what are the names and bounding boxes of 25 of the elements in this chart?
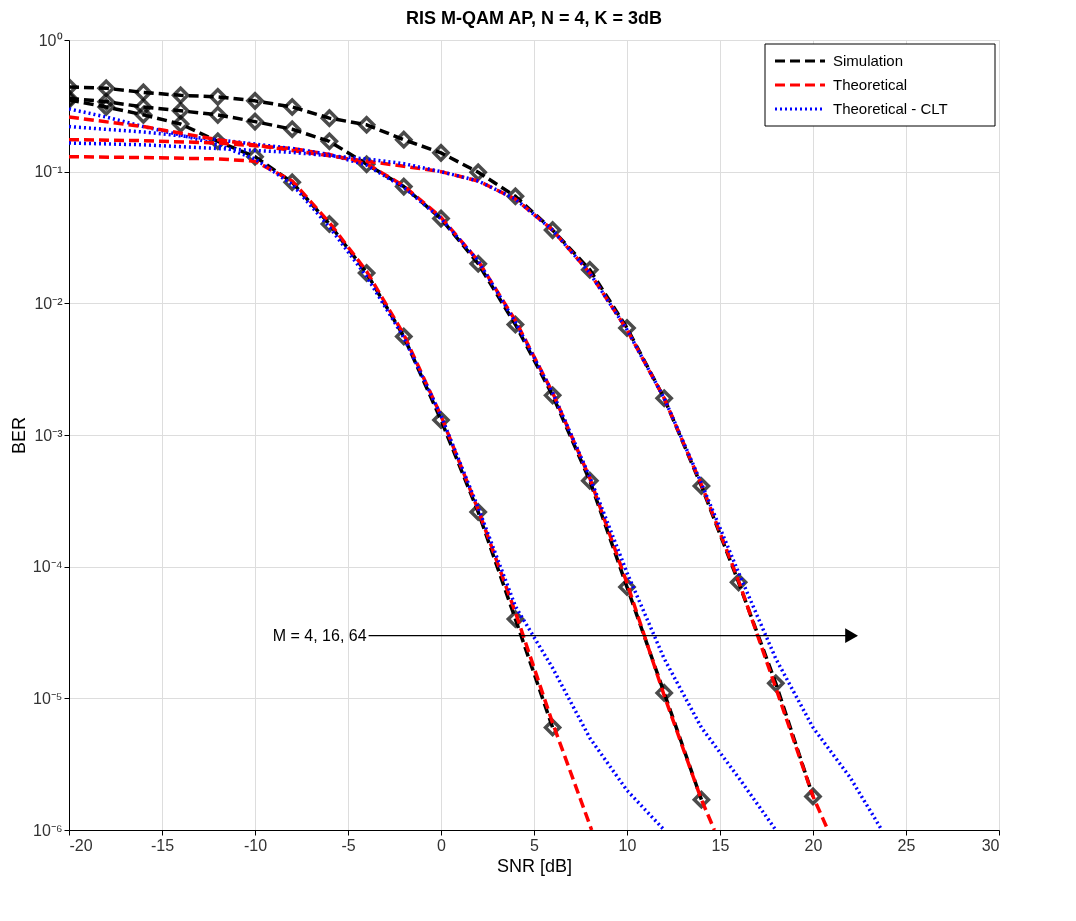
x-tick-label: -15 <box>150 836 175 854</box>
x-tick-label: 25 <box>897 836 916 854</box>
x-tick-label: -20 <box>69 836 93 854</box>
legend-label: Theoretical - CLT <box>833 100 948 117</box>
x-tick-label: 20 <box>804 836 823 854</box>
y-tick-label: 10⁻⁵ <box>33 689 63 707</box>
legend-label: Simulation <box>833 52 904 69</box>
x-tick-label: -10 <box>243 836 268 854</box>
y-tick-label: 10⁻² <box>34 294 64 312</box>
y-tick-label: 10⁰ <box>38 31 63 49</box>
x-tick-label: -5 <box>341 836 356 854</box>
y-tick-label: 10⁻⁴ <box>32 558 63 576</box>
y-axis-title: BER <box>8 416 29 455</box>
annotation: M = 4, 16, 64 <box>272 626 367 644</box>
x-axis-title: SNR [dB] <box>496 855 573 876</box>
legend-label: Theoretical <box>833 76 908 93</box>
chart-title: RIS M-QAM AP, N = 4, K = 3dB <box>405 8 663 28</box>
y-tick-label: 10⁻³ <box>34 426 64 444</box>
x-tick-label: 10 <box>618 836 637 854</box>
x-tick-label: 15 <box>711 836 730 854</box>
y-tick-label: 10⁻¹ <box>34 163 63 181</box>
x-tick-label: 5 <box>530 836 540 854</box>
y-tick-label: 10⁻⁶ <box>33 821 63 839</box>
x-tick-label: 30 <box>981 836 1000 854</box>
x-tick-label: 0 <box>437 836 447 854</box>
